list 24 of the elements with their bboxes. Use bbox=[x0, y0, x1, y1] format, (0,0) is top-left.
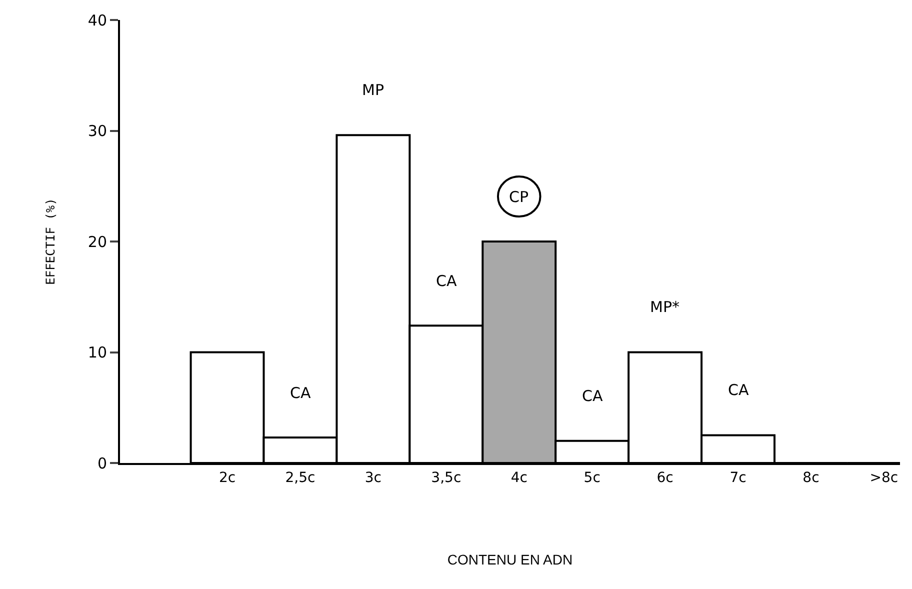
annotation: CA bbox=[290, 384, 312, 402]
y-tick-label: 0 bbox=[97, 454, 107, 472]
y-axis-title: EFFECTIF (%) bbox=[44, 198, 58, 285]
y-tick-label: 40 bbox=[88, 11, 107, 30]
x-tick-label: 3,5c bbox=[431, 470, 462, 486]
annotation: CA bbox=[436, 272, 458, 290]
x-tick-label: 8c bbox=[802, 470, 820, 486]
y-tick-label: 30 bbox=[88, 122, 107, 140]
x-tick-label: 3c bbox=[364, 470, 382, 486]
annotation: CP bbox=[509, 188, 529, 206]
x-tick-label: 2,5c bbox=[285, 470, 316, 486]
annotation: MP bbox=[362, 81, 384, 99]
x-tick-label: 6c bbox=[656, 470, 674, 486]
x-tick-label: 5c bbox=[584, 470, 600, 486]
x-tick-label: 4c bbox=[510, 470, 528, 486]
annotation: CA bbox=[582, 387, 604, 405]
x-tick-label: 7c bbox=[730, 470, 746, 486]
x-axis-title: CONTENU EN ADN bbox=[447, 552, 573, 568]
x-tick-label: >8c bbox=[870, 470, 898, 486]
annotation: CA bbox=[728, 381, 750, 399]
annotation: MP* bbox=[650, 298, 680, 316]
y-tick-label: 10 bbox=[88, 344, 107, 362]
y-tick-label: 20 bbox=[88, 232, 107, 251]
x-tick-label: 2c bbox=[218, 470, 236, 486]
